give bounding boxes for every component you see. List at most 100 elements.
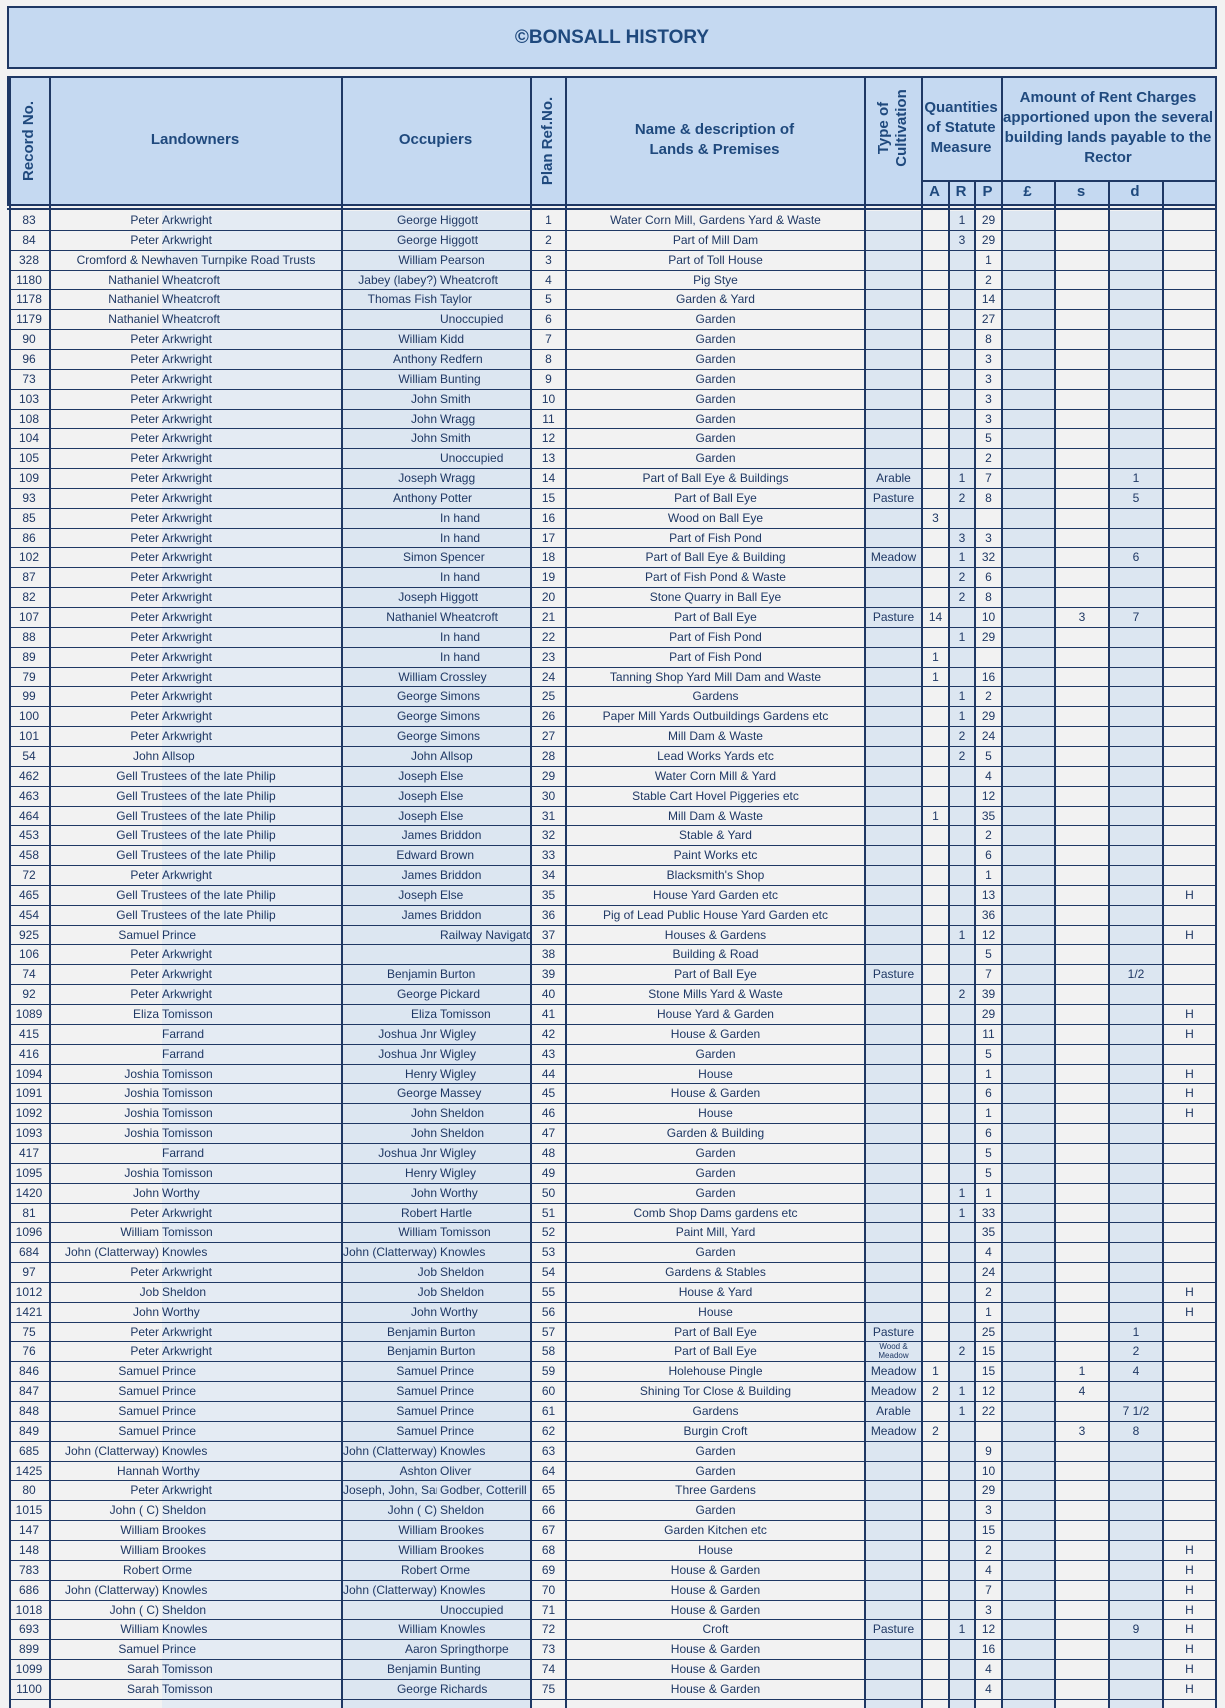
- landowner-last: Arkwright: [162, 987, 213, 1002]
- record-no: 100: [18, 709, 40, 724]
- description: Wood on Ball Eye: [667, 510, 764, 525]
- row-rule: [9, 1559, 1215, 1561]
- row-rule: [9, 1401, 1215, 1402]
- plan-ref: 75: [541, 1681, 556, 1696]
- occupier-last: Sheldon: [440, 1503, 485, 1518]
- occupier-last: Else: [440, 788, 464, 803]
- description: Stone Quarry in Ball Eye: [649, 590, 782, 605]
- plan-ref: 23: [541, 649, 556, 664]
- pence: 1/2: [1127, 967, 1145, 982]
- landowner-last: Arkwright: [162, 729, 213, 744]
- occupier-last: Burton: [440, 1344, 476, 1359]
- occupier-first: Nathaniel: [386, 610, 437, 624]
- record-no: 899: [18, 1642, 40, 1657]
- row-rule: [9, 428, 1215, 430]
- occupier-last: Higgott: [440, 213, 479, 227]
- row-rule: [9, 1361, 1215, 1363]
- record-no: 104: [18, 431, 40, 446]
- occupier-first: James: [401, 828, 437, 843]
- landowner-last: Arkwright: [162, 947, 213, 962]
- description: Part of Ball Eye & Building: [645, 550, 786, 565]
- occupier-last: Higgott: [440, 232, 479, 247]
- header-type-line: Cultivation: [892, 89, 910, 167]
- perches: 8: [985, 332, 992, 347]
- cultivation: Meadow: [870, 1364, 917, 1379]
- plan-ref: 2: [545, 232, 552, 247]
- landowner-first: Peter: [130, 431, 159, 446]
- landowner-last: Prince: [162, 1404, 197, 1418]
- description: House & Garden: [670, 1602, 761, 1617]
- roods: 1: [958, 550, 966, 565]
- plan-ref: 41: [541, 1007, 556, 1021]
- occupier-last: Briddon: [440, 828, 482, 843]
- row-rule: [9, 567, 1215, 569]
- landowner-last: Arkwright: [162, 1324, 213, 1339]
- row-rule: [9, 1004, 1215, 1005]
- plan-ref: 40: [541, 987, 556, 1002]
- perches: 3: [985, 371, 992, 386]
- column-rule: [1054, 180, 1056, 1708]
- record-no: 79: [22, 669, 36, 684]
- occupier-last: Godber, Cotterill: [440, 1483, 527, 1498]
- landowner-last: Arkwright: [162, 967, 213, 982]
- perches: 6: [985, 570, 992, 585]
- perches: 39: [981, 987, 996, 1002]
- occupier-first: Benjamin: [386, 967, 437, 982]
- record-no: 464: [18, 808, 40, 823]
- header-rule: [921, 180, 1215, 182]
- occupier-last: Smith: [440, 431, 471, 446]
- occupier-first: Thomas Fish: [367, 292, 437, 307]
- shillings: 1: [1078, 1364, 1086, 1379]
- description: House & Yard: [678, 1284, 753, 1299]
- description: House & Garden: [670, 1562, 761, 1577]
- record-no: 783: [18, 1562, 40, 1577]
- perches: 27: [981, 312, 996, 327]
- plan-ref: 44: [541, 1066, 556, 1081]
- occupier-first: William: [398, 669, 437, 684]
- perches: 29: [981, 709, 996, 724]
- occupier-last: Pickard: [440, 987, 481, 1002]
- occupier-first: John: [410, 411, 437, 426]
- occupier-first: Joseph: [398, 887, 437, 902]
- header-quantities-line: Quantities: [924, 99, 998, 116]
- perches: 6: [985, 848, 992, 863]
- landowner-first: Samuel: [118, 1364, 159, 1379]
- roods: 2: [958, 748, 966, 763]
- plan-ref: 57: [541, 1324, 556, 1339]
- occupier-first: Robert: [400, 1562, 437, 1577]
- plan-ref: 45: [541, 1086, 556, 1101]
- perches: 3: [985, 351, 992, 366]
- column-rule: [1108, 180, 1110, 1708]
- record-no: 108: [18, 411, 40, 426]
- landowner-first: Peter: [130, 530, 159, 545]
- header-sub: P: [982, 183, 993, 200]
- occupier-first: Joseph: [398, 768, 437, 783]
- landowner-first: Job: [139, 1284, 159, 1299]
- record-no: 147: [18, 1523, 40, 1538]
- landowner-first: John ( C): [109, 1602, 159, 1617]
- perches: 6: [985, 1126, 992, 1141]
- landowner-last: Arkwright: [162, 451, 213, 466]
- perches: 3: [985, 1503, 992, 1518]
- description: Water Corn Mill, Gardens Yard & Waste: [610, 213, 821, 227]
- record-no: 416: [18, 1046, 40, 1061]
- landowner-last: Arkwright: [162, 213, 213, 227]
- perches: 1: [985, 1106, 992, 1121]
- landowner-first: Samuel: [118, 1423, 159, 1438]
- landowner-first: Samuel: [118, 1642, 159, 1657]
- row-rule: [9, 1698, 1215, 1700]
- perches: 12: [981, 927, 996, 942]
- plan-ref: 18: [541, 550, 556, 565]
- occupier-last: Worthy: [440, 1185, 478, 1200]
- row-rule: [9, 368, 1215, 370]
- plan-ref: 29: [541, 768, 556, 783]
- perches: 7: [985, 967, 992, 982]
- landowner-last: Knowles: [162, 1582, 208, 1597]
- landowner-last: Arkwright: [162, 431, 213, 446]
- landowner-first: Joshia: [124, 1126, 159, 1141]
- landowner-last: Orme: [162, 1562, 192, 1577]
- description: Part of Ball Eye: [674, 1344, 757, 1359]
- plan-ref: 42: [541, 1026, 556, 1041]
- acres: 3: [932, 510, 939, 525]
- landowner-last: Sheldon: [162, 1503, 207, 1518]
